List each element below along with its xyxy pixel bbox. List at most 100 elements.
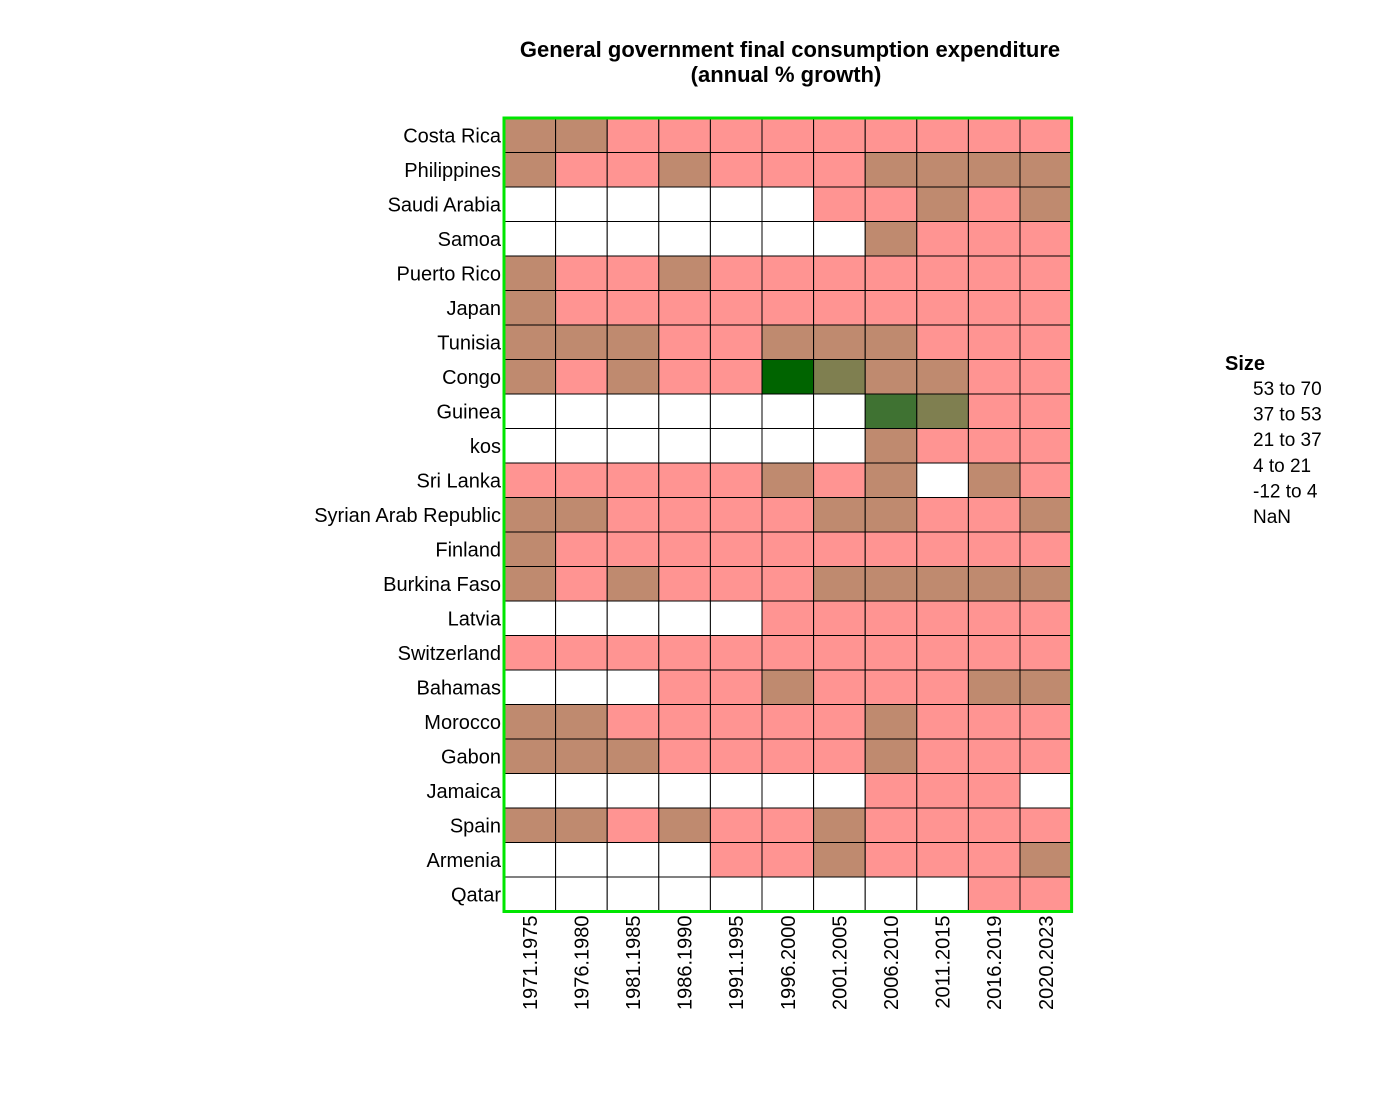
row-label: Puerto Rico: [397, 263, 502, 285]
heatmap-cell: [606, 600, 660, 636]
heatmap-cell: [967, 359, 1021, 395]
heatmap-cell: [967, 807, 1021, 843]
heatmap-cell: [864, 738, 918, 774]
heatmap-cell: [864, 600, 918, 636]
heatmap-cell: [709, 566, 763, 602]
heatmap-cell: [761, 290, 815, 326]
heatmap-cell: [606, 531, 660, 567]
heatmap-cell: [709, 221, 763, 257]
heatmap-cell: [658, 186, 711, 222]
row-label: Guinea: [437, 401, 502, 423]
row-label: Bahamas: [417, 677, 502, 699]
heatmap-cell: [1019, 462, 1073, 498]
heatmap-cell: [555, 773, 608, 809]
heatmap-cell: [606, 566, 660, 602]
heatmap-cell: [864, 807, 918, 843]
heatmap-cell: [916, 842, 969, 878]
row-labels: Costa Rica Philippines Saudi Arabia Samoa Pu…: [314, 125, 502, 906]
heatmap-cell: [658, 600, 711, 636]
heatmap-cell: [916, 186, 969, 222]
heatmap-cell: [709, 842, 763, 878]
heatmap-cell: [761, 807, 815, 843]
column-label: 1981.1985: [623, 916, 645, 1011]
heatmap-cell: [864, 324, 918, 360]
row-label: Latvia: [448, 608, 502, 630]
heatmap-cell: [503, 738, 557, 774]
heatmap-cell: [606, 669, 660, 705]
heatmap-cell: [761, 255, 815, 291]
heatmap-cell: [503, 807, 557, 843]
heatmap-cell: [916, 152, 969, 188]
legend-item: 53 to 70: [1253, 379, 1322, 400]
row-label: Saudi Arabia: [388, 194, 502, 216]
heatmap-cell: [606, 186, 660, 222]
heatmap-cell: [503, 704, 557, 740]
heatmap-cell: [813, 255, 866, 291]
heatmap-cell: [555, 669, 608, 705]
heatmap-cell: [967, 186, 1021, 222]
heatmap-cell: [555, 152, 608, 188]
heatmap-cell: [967, 635, 1021, 671]
heatmap-cell: [916, 117, 969, 153]
heatmap-cell: [555, 186, 608, 222]
heatmap-cell: [503, 290, 557, 326]
heatmap-cell: [967, 324, 1021, 360]
chart-title: General government final consumption exp…: [520, 37, 1060, 87]
heatmap-cell: [916, 669, 969, 705]
heatmap-cell: [709, 531, 763, 567]
heatmap-cell: [503, 428, 557, 464]
heatmap-cell: [864, 635, 918, 671]
heatmap-cell: [658, 359, 711, 395]
heatmap-cell: [813, 186, 866, 222]
heatmap-cell: [864, 773, 918, 809]
heatmap-cell: [761, 186, 815, 222]
row-label: Armenia: [427, 850, 502, 872]
heatmap-cell: [761, 842, 815, 878]
heatmap-cell: [658, 290, 711, 326]
heatmap-cell: [761, 428, 815, 464]
heatmap-cell: [916, 497, 969, 533]
heatmap-cell: [709, 497, 763, 533]
heatmap-cell: [709, 635, 763, 671]
row-label: Tunisia: [437, 332, 502, 354]
heatmap-cell: [967, 152, 1021, 188]
column-label: 2011.2015: [933, 916, 955, 1009]
heatmap-cell: [916, 566, 969, 602]
column-label: 1971.1975: [520, 916, 542, 1011]
heatmap-cell: [967, 531, 1021, 567]
heatmap-cell: [967, 600, 1021, 636]
heatmap-cell: [658, 462, 711, 498]
heatmap-cell: [709, 186, 763, 222]
heatmap-cell: [606, 876, 660, 912]
heatmap-cell: [967, 497, 1021, 533]
heatmap-cell: [761, 669, 815, 705]
heatmap-cell: [658, 428, 711, 464]
heatmap-cell: [967, 428, 1021, 464]
legend-items: 53 to 70 37 to 53 21 to 37 4 to 21 -12 to 4 N…: [1253, 379, 1322, 528]
heatmap-cell: [1019, 566, 1073, 602]
heatmap-cell: [503, 497, 557, 533]
heatmap-cell: [761, 704, 815, 740]
heatmap-cell: [813, 773, 866, 809]
row-label: Finland: [435, 539, 501, 561]
heatmap-cell: [761, 324, 815, 360]
heatmap-cell: [658, 566, 711, 602]
row-label: Syrian Arab Republic: [314, 505, 501, 527]
heatmap-cell: [555, 324, 608, 360]
heatmap-cell: [864, 152, 918, 188]
heatmap-cell: [761, 152, 815, 188]
row-label: Philippines: [404, 160, 501, 182]
heatmap-cell: [967, 221, 1021, 257]
heatmap-cell: [916, 393, 969, 429]
heatmap-cell: [658, 876, 711, 912]
heatmap-cell: [813, 876, 866, 912]
heatmap-cell: [1019, 290, 1073, 326]
row-label: Costa Rica: [403, 125, 502, 147]
heatmap-cell: [658, 807, 711, 843]
row-label: Gabon: [441, 746, 501, 768]
heatmap-cell: [967, 738, 1021, 774]
legend-item: -12 to 4: [1253, 481, 1318, 502]
row-label: Jamaica: [427, 781, 502, 803]
heatmap-cell: [761, 221, 815, 257]
heatmap-cell: [606, 152, 660, 188]
